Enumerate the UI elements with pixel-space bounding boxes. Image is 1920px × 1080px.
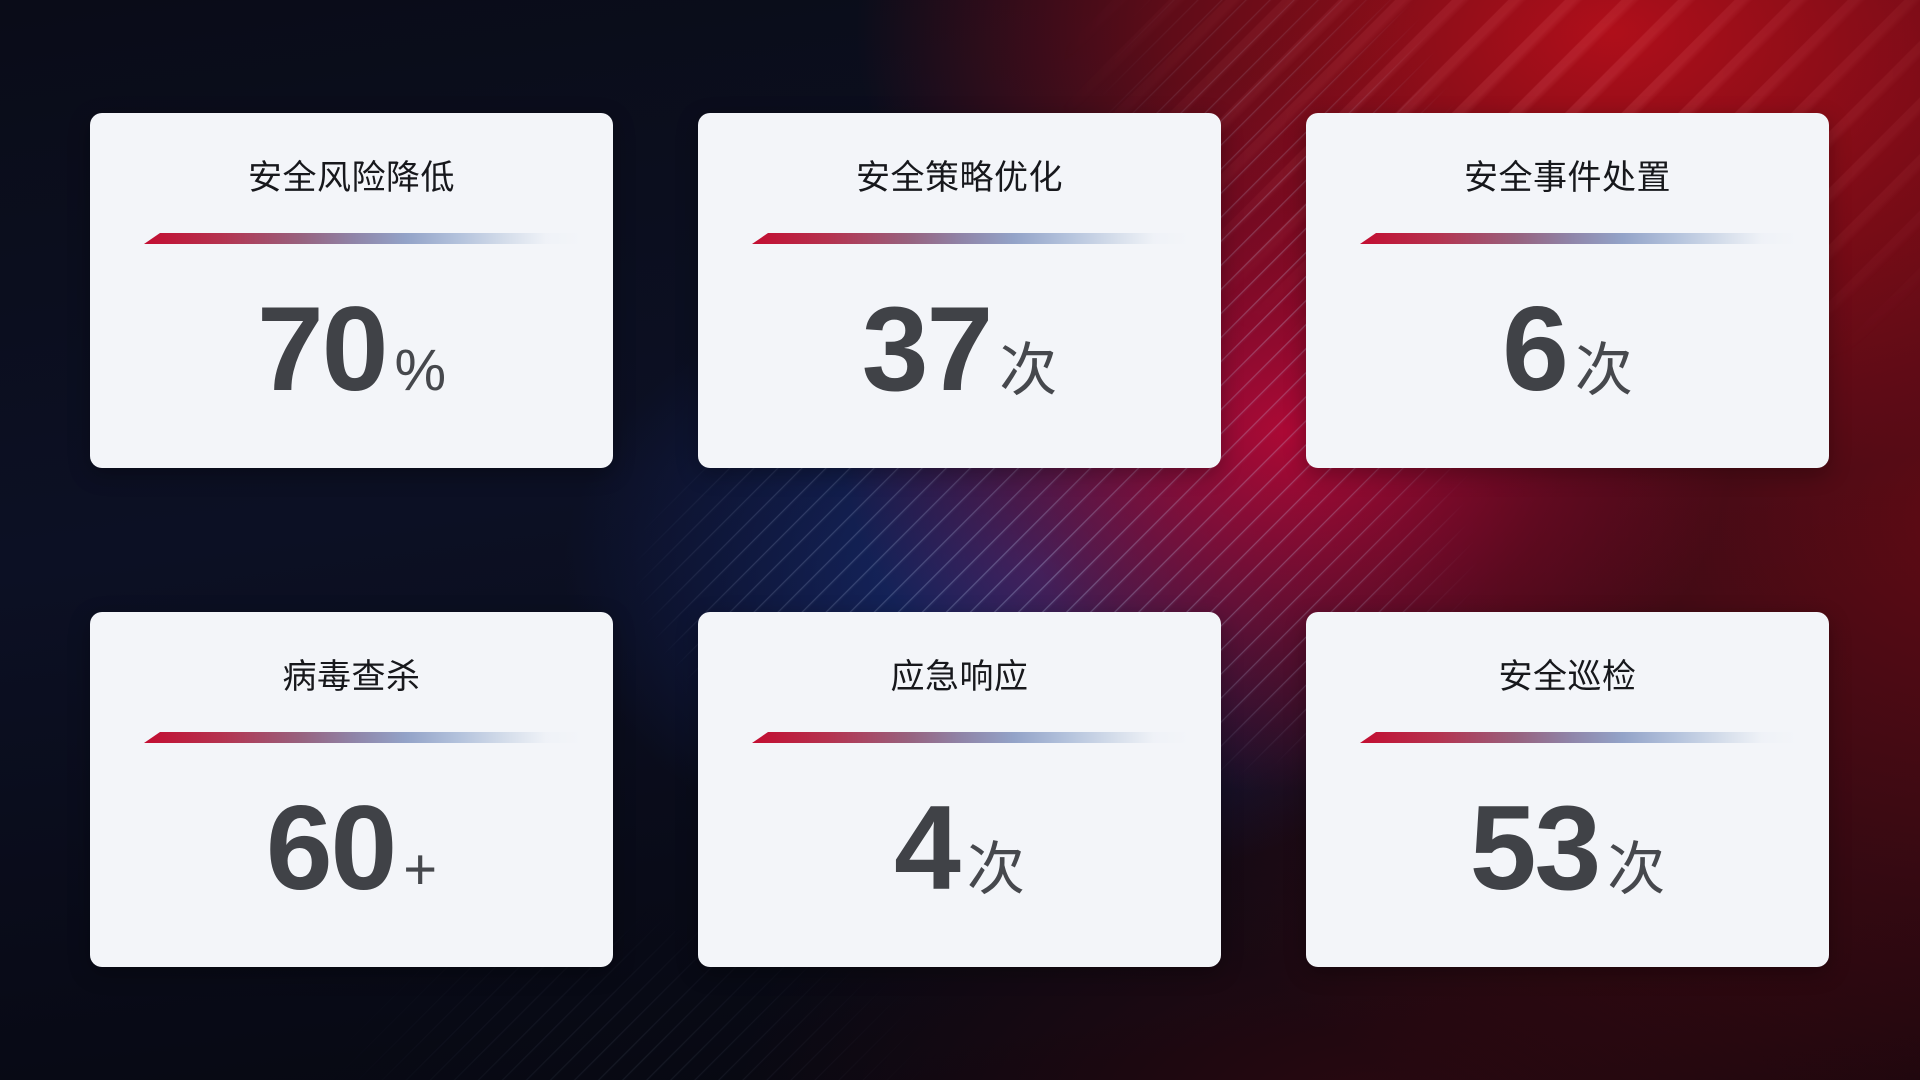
stat-unit: + [403, 837, 438, 902]
stat-unit: 次 [999, 338, 1058, 403]
stat-card-security-risk-reduction: 安全风险降低 70 % [90, 113, 613, 468]
stat-value: 6 [1502, 282, 1569, 416]
stat-value-group: 4 次 [894, 788, 1025, 908]
gradient-divider [1360, 732, 1797, 743]
stat-card-title: 安全巡检 [1498, 658, 1637, 696]
stat-card-policy-optimization: 安全策略优化 37 次 [698, 113, 1221, 468]
stat-value-group: 6 次 [1502, 289, 1633, 409]
gradient-divider [1360, 233, 1797, 244]
gradient-divider [144, 732, 581, 743]
stats-grid: 安全风险降低 70 % 安全策略优化 37 次 安全事件处置 6 次 [90, 113, 1829, 967]
stat-value-row: 4 次 [698, 743, 1221, 967]
stat-card-incident-handling: 安全事件处置 6 次 [1306, 113, 1829, 468]
stat-value: 37 [861, 282, 993, 416]
stat-value-group: 53 次 [1470, 788, 1666, 908]
stat-card-title: 病毒查杀 [282, 658, 421, 696]
gradient-divider [144, 233, 581, 244]
stat-unit: 次 [966, 837, 1025, 902]
stat-unit: 次 [1607, 837, 1666, 902]
stat-value-row: 37 次 [698, 244, 1221, 468]
stat-value: 60 [265, 781, 397, 915]
stat-unit: % [394, 338, 447, 403]
stat-value-row: 70 % [90, 244, 613, 468]
stat-value: 70 [256, 282, 388, 416]
stat-value: 53 [1469, 781, 1601, 915]
stat-value-group: 70 % [257, 289, 446, 409]
stat-value: 4 [894, 781, 961, 915]
stat-card-title: 安全事件处置 [1464, 159, 1671, 197]
gradient-divider [752, 732, 1189, 743]
stat-card-title: 应急响应 [890, 658, 1029, 696]
stat-unit: 次 [1574, 338, 1633, 403]
stat-card-title: 安全策略优化 [856, 159, 1063, 197]
stat-value-row: 6 次 [1306, 244, 1829, 468]
stat-card-title: 安全风险降低 [248, 159, 455, 197]
stat-value-group: 60 + [266, 788, 437, 908]
stat-card-security-inspection: 安全巡检 53 次 [1306, 612, 1829, 967]
stat-value-row: 53 次 [1306, 743, 1829, 967]
gradient-divider [752, 233, 1189, 244]
stat-card-emergency-response: 应急响应 4 次 [698, 612, 1221, 967]
stat-value-group: 37 次 [862, 289, 1058, 409]
stat-card-virus-scan: 病毒查杀 60 + [90, 612, 613, 967]
stat-value-row: 60 + [90, 743, 613, 967]
